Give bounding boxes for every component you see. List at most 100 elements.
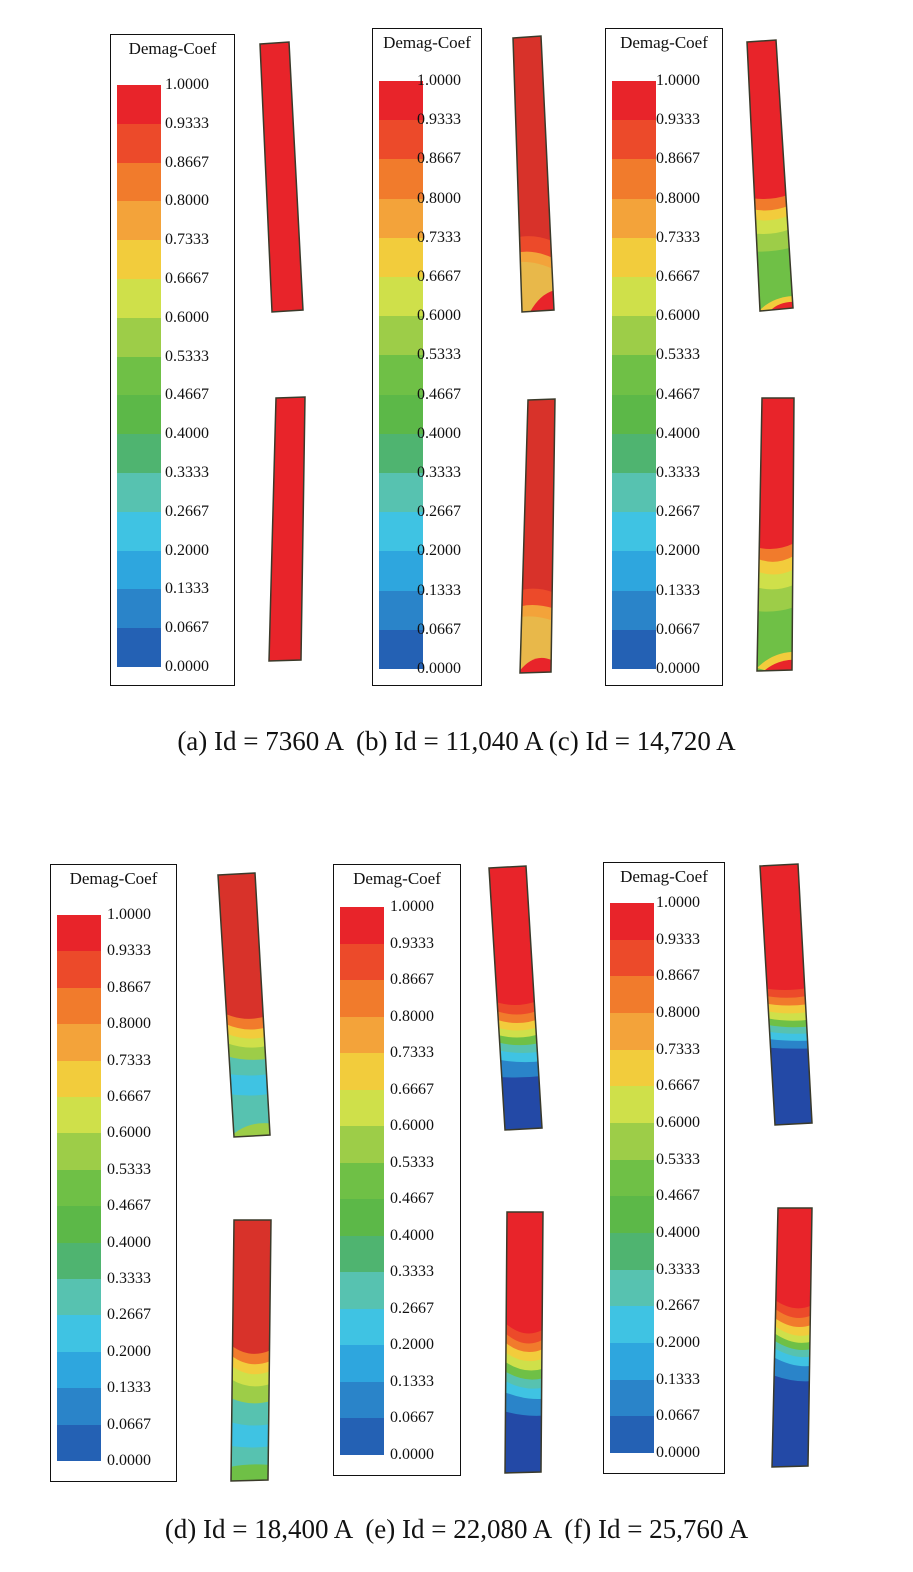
legend-swatch [340, 907, 384, 945]
legend-swatch [117, 85, 161, 125]
legend-tick-label: 0.2000 [107, 1342, 151, 1360]
magnet-f-upper [760, 864, 812, 1125]
legend-tick-label: 0.0000 [107, 1452, 151, 1469]
legend-title: Demag-Coef [128, 39, 217, 58]
legend-swatch [57, 987, 101, 1025]
legend-tick-label: 0.1333 [390, 1372, 434, 1390]
legend-swatch [340, 1308, 384, 1346]
legend-tick-label: 0.8667 [165, 153, 209, 171]
legend-swatch [117, 123, 161, 164]
legend-swatch [57, 1315, 101, 1353]
legend-tick-label: 0.4000 [390, 1226, 434, 1244]
legend-tick-label: 0.4667 [656, 385, 700, 403]
legend-swatch [610, 1159, 654, 1197]
legend-tick-label: 0.6000 [107, 1124, 151, 1142]
legend-tick-label: 0.6667 [656, 1077, 700, 1095]
legend-tick-label: 0.8667 [656, 967, 700, 985]
legend-c: Demag-Coef 1.0000 0.9333 0.8667 0.8000 0.7333… [605, 28, 723, 686]
legend-swatch [57, 1097, 101, 1134]
magnet-c-lower [757, 398, 794, 671]
legend-swatch [117, 434, 161, 474]
legend-tick-label: 0.9333 [390, 934, 434, 952]
legend-swatch [612, 433, 656, 474]
legend-tick-label: 0.4000 [165, 425, 209, 443]
legend-title: Demag-Coef [620, 33, 708, 52]
legend-swatch [379, 198, 423, 239]
legend-tick-label: 0.2000 [417, 542, 461, 560]
legend-swatch [340, 1089, 384, 1127]
legend-tick-label: 0.5333 [390, 1153, 434, 1171]
legend-swatch [340, 1199, 384, 1237]
legend-swatch [117, 317, 161, 358]
legend-swatch [340, 1053, 384, 1091]
legend-tick-label: 0.7333 [656, 228, 700, 246]
legend-swatch [57, 1169, 101, 1207]
legend-swatch [379, 551, 423, 592]
legend-tick-label: 0.5333 [107, 1160, 151, 1178]
legend-swatch [340, 1235, 384, 1273]
legend-swatch [117, 589, 161, 629]
magnet-d-lower [231, 1220, 271, 1481]
legend-tick-label: 1.0000 [107, 906, 151, 923]
legend-tick-label: 1.0000 [165, 76, 209, 93]
magnet-b-lower [520, 399, 555, 673]
legend-tick-label: 0.6667 [390, 1080, 434, 1098]
legend-swatch [379, 316, 423, 356]
legend-tick-label: 0.2000 [165, 541, 209, 559]
legend-tick-label: 0.1333 [165, 580, 209, 598]
legend-tick-label: 0.8000 [656, 1004, 700, 1021]
legend-tick-label: 0.7333 [417, 228, 461, 246]
legend-swatch [612, 277, 656, 317]
legend-tick-label: 0.9333 [165, 114, 209, 132]
legend-tick-label: 0.6000 [417, 307, 461, 325]
legend-swatch [57, 1351, 101, 1389]
legend-swatch [610, 1379, 654, 1417]
legend-tick-label: 0.8667 [417, 150, 461, 168]
legend-swatch [610, 1049, 654, 1087]
magnet-a-lower [268, 396, 306, 662]
legend-tick-label: 0.0667 [165, 619, 209, 637]
legend-swatch [610, 1416, 654, 1454]
legend-e: Demag-Coef 1.0000 0.9333 0.8667 0.8000 0.7333… [333, 864, 461, 1476]
legend-swatch [340, 1381, 384, 1419]
legend-tick-label: 0.1333 [656, 581, 700, 599]
legend-tick-label: 0.8000 [417, 189, 461, 207]
legend-tick-label: 0.5333 [656, 1150, 700, 1168]
legend-swatch [57, 1206, 101, 1244]
legend-tick-label: 0.0667 [417, 620, 461, 638]
legend-tick-label: 0.4000 [656, 424, 700, 442]
legend-tick-label: 0.4667 [390, 1190, 434, 1208]
legend-tick-label: 0.9333 [107, 942, 151, 960]
legend-tick-label: 0.0667 [656, 1407, 700, 1425]
magnet-b-upper [513, 36, 554, 312]
legend-title: Demag-Coef [620, 867, 708, 886]
legend-tick-label: 0.6000 [390, 1117, 434, 1135]
legend-tick-label: 0.8000 [165, 192, 209, 210]
legend-tick-label: 0.0667 [107, 1415, 151, 1433]
legend-swatch [612, 394, 656, 435]
legend-swatch [612, 355, 656, 396]
legend-swatch [612, 551, 656, 592]
legend-swatch [612, 590, 656, 631]
legend-swatch [612, 120, 656, 160]
legend-swatch [117, 162, 161, 202]
legend-swatch [57, 1060, 101, 1098]
legend-tick-label: 0.9333 [656, 930, 700, 948]
legend-tick-label: 0.9333 [417, 111, 461, 129]
legend-swatch [610, 976, 654, 1014]
legend-tick-label: 0.8667 [390, 971, 434, 989]
legend-swatch [117, 550, 161, 590]
legend-swatch [379, 473, 423, 513]
legend-swatch [57, 1388, 101, 1426]
legend-tick-label: 0.1333 [107, 1379, 151, 1397]
legend-swatch [340, 1162, 384, 1200]
legend-tick-label: 0.5333 [165, 347, 209, 365]
legend-tick-label: 0.2000 [390, 1336, 434, 1354]
legend-swatch [612, 81, 656, 121]
legend-swatch [117, 201, 161, 241]
legend-tick-label: 0.9333 [656, 111, 700, 129]
legend-tick-label: 0.2000 [656, 1334, 700, 1351]
legend-tick-label: 0.3333 [390, 1263, 434, 1281]
legend-swatch [610, 1123, 654, 1161]
